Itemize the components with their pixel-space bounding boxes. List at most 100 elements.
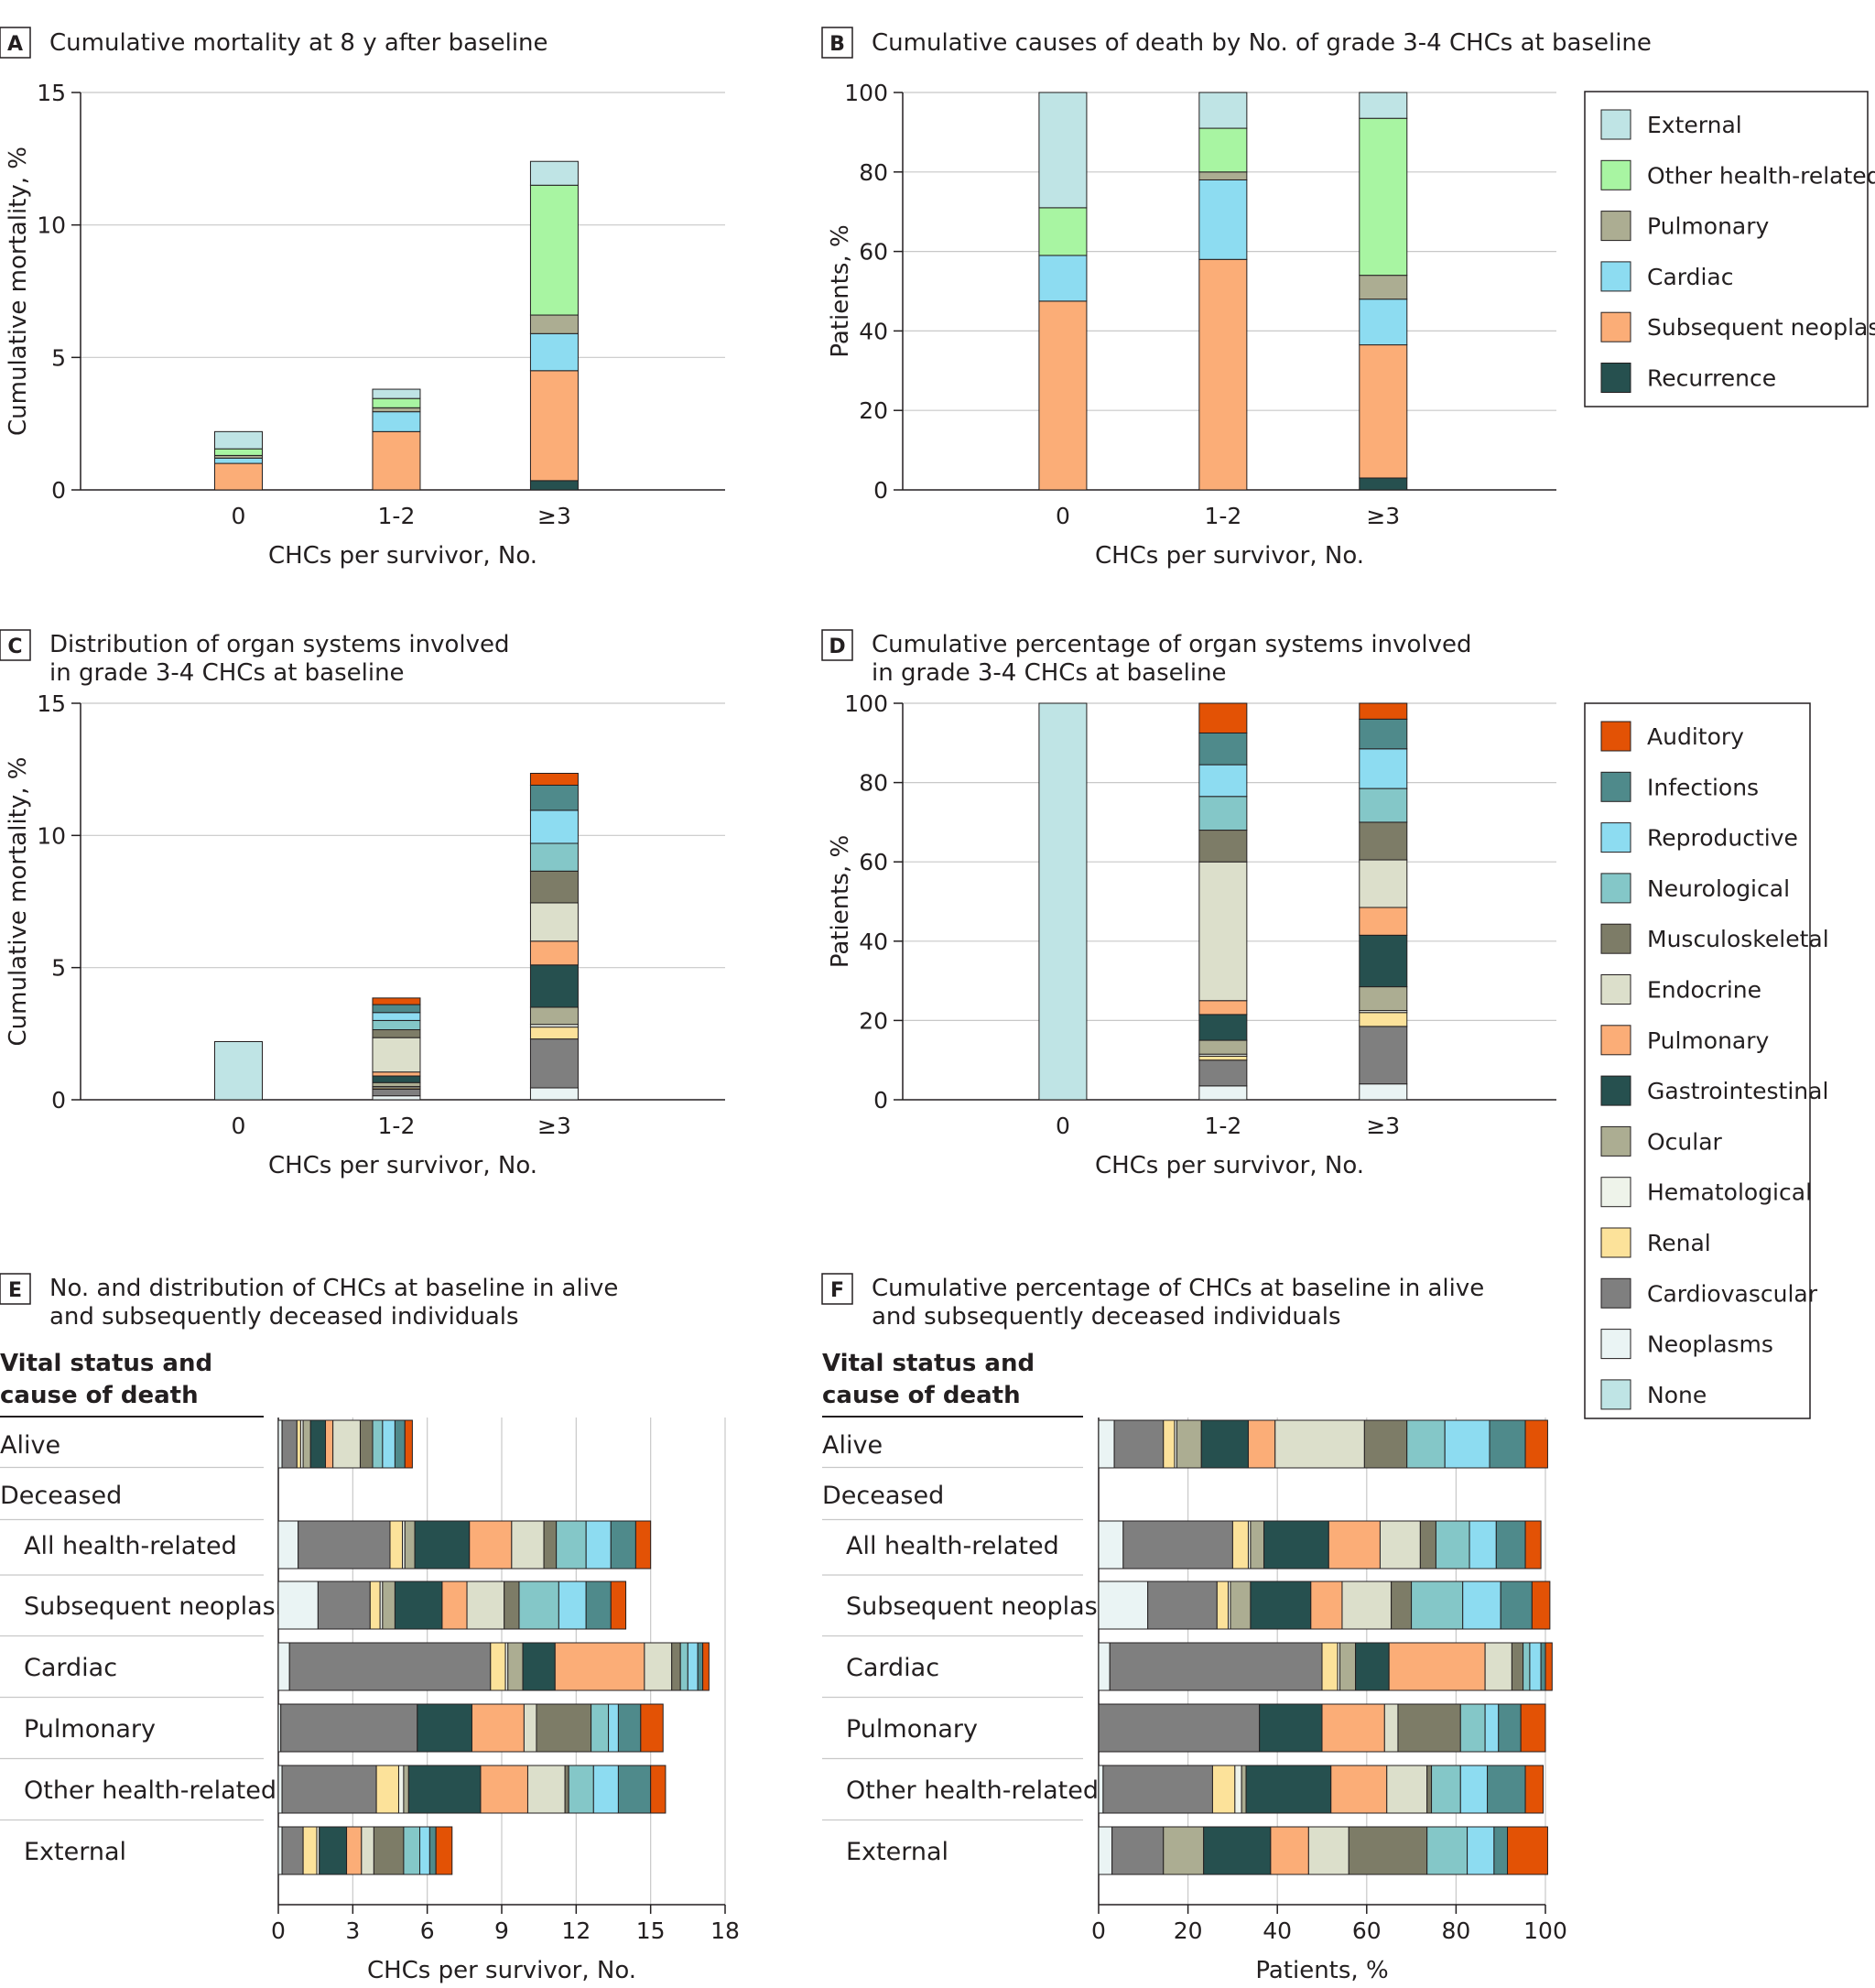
bar-segment-neurological <box>1523 1642 1531 1691</box>
y-tick-label: 0 <box>51 477 66 504</box>
x-tick-label: 18 <box>710 1917 740 1944</box>
bar-segment-neurological <box>1411 1581 1464 1630</box>
bar-segment-musculoskeletal <box>372 1029 421 1038</box>
legend-label: Subsequent neoplasm <box>1647 314 1875 341</box>
bar-segment-auditory <box>640 1703 664 1753</box>
legend-swatch-reproductive <box>1600 822 1631 853</box>
bar-segment-ocular <box>1250 1520 1265 1570</box>
bar-segment-neurological <box>1431 1765 1461 1814</box>
legend-label: Other health-related <box>1647 162 1875 189</box>
bar-segment-recurrence <box>529 480 579 491</box>
bar-segment-renal <box>1216 1581 1230 1630</box>
bar-segment-reproductive <box>529 809 579 844</box>
legend-swatch-external <box>1600 109 1631 140</box>
legend-swatch-auditory <box>1600 721 1631 752</box>
bar-segment-reproductive <box>687 1642 699 1691</box>
bar-segment-cardiovascular <box>1111 1826 1165 1875</box>
x-axis-label: CHCs per survivor, No. <box>1095 542 1364 570</box>
bar-segment-reproductive <box>1198 764 1248 798</box>
x-tick-label: 15 <box>636 1917 666 1944</box>
bar-segment-endocrine <box>1341 1581 1393 1630</box>
legend-label: Cardiovascular <box>1647 1280 1818 1307</box>
y-tick-label: 100 <box>844 80 888 106</box>
bar-segment-cardiovascular <box>1113 1419 1165 1469</box>
bar-segment-reproductive <box>592 1765 619 1814</box>
bar-segment-subsequent-neoplasm <box>1198 258 1248 491</box>
y-tick-label: 10 <box>37 212 66 239</box>
bar-segment-pulmonary <box>1247 1419 1276 1469</box>
legend-swatch-ocular <box>1600 1125 1631 1157</box>
row-label: Subsequent neoplasm <box>24 1592 299 1621</box>
bar-segment-ocular <box>1339 1642 1357 1691</box>
bar-segment-auditory <box>1359 702 1408 720</box>
bar-segment-neurological <box>1406 1419 1446 1469</box>
bar-segment-pulmonary <box>1388 1642 1486 1691</box>
x-axis-label: Patients, % <box>1255 1957 1388 1984</box>
bar-segment-neurological <box>1435 1520 1470 1570</box>
bar-segment-infections <box>428 1826 437 1875</box>
row-label: Pulmonary <box>846 1715 978 1744</box>
panel-b: B Cumulative causes of death by No. of g… <box>821 27 1652 570</box>
bar-segment-ocular <box>1359 986 1408 1012</box>
panel-letter-box <box>0 27 31 59</box>
bar-segment-infections <box>1359 718 1408 750</box>
x-tick-label: 0 <box>271 1917 286 1944</box>
bar-segment-reproductive <box>1459 1765 1489 1814</box>
panel-letter: C <box>7 636 22 658</box>
bar-segment-renal <box>369 1581 381 1630</box>
bar-segment-cardiovascular <box>281 1826 304 1875</box>
bar-segment-pulmonary <box>1321 1703 1385 1753</box>
bar-segment-neurological <box>518 1581 559 1630</box>
bar-segment-neurological <box>591 1703 610 1753</box>
y-tick-label: 100 <box>844 690 888 717</box>
panel-d-title-line2: in grade 3-4 CHCs at baseline <box>872 659 1227 687</box>
bar-segment-renal <box>1321 1642 1339 1691</box>
bar-segment-neoplasms <box>277 1581 319 1630</box>
bar-segment-hematological <box>397 1765 405 1814</box>
row-header-line1: Vital status and <box>822 1350 1035 1377</box>
bar-segment-infections <box>1540 1642 1546 1691</box>
bar-segment-cardiac <box>372 411 421 432</box>
bar-segment-gastrointestinal <box>1263 1520 1329 1570</box>
bar-segment-auditory <box>634 1520 652 1570</box>
bar-segment-auditory <box>610 1581 627 1630</box>
bar-segment-subsequent-neoplasm <box>1038 300 1088 491</box>
row-label: External <box>846 1838 948 1866</box>
bar-segment-pulmonary <box>1359 907 1408 936</box>
legend-swatch-recurrence <box>1600 363 1631 393</box>
bar-segment-gastrointestinal <box>319 1826 348 1875</box>
bar-segment-musculoskeletal <box>1363 1419 1408 1469</box>
bar-segment-reproductive <box>1529 1642 1542 1691</box>
bar-segment-infections <box>394 1419 406 1469</box>
bar-segment-neoplasms <box>1098 1642 1111 1691</box>
bar-segment-neoplasms <box>1098 1765 1104 1814</box>
bar-segment-infections <box>617 1765 652 1814</box>
row-label: Cardiac <box>24 1654 117 1682</box>
bar-segment-none <box>213 1040 263 1101</box>
bar-segment-infections <box>1495 1520 1526 1570</box>
bar-segment-neurological <box>1198 796 1248 831</box>
bar-segment-auditory <box>1544 1642 1553 1691</box>
bar-segment-neoplasms <box>277 1419 283 1469</box>
legend-swatch-gastrointestinal <box>1600 1075 1631 1106</box>
legend-label: Musculoskeletal <box>1647 926 1829 952</box>
y-tick-label: 5 <box>51 344 66 371</box>
bar-segment-neurological <box>1359 788 1408 823</box>
bar-segment-renal <box>1359 1012 1408 1027</box>
x-tick-label: 0 <box>232 503 246 529</box>
x-axis-label: CHCs per survivor, No. <box>268 542 537 570</box>
bar-segment-infections <box>1498 1703 1522 1753</box>
x-tick-label: 1-2 <box>378 503 416 529</box>
x-tick-label: ≥3 <box>1366 503 1400 529</box>
legend-swatch-pulmonary <box>1600 1025 1631 1056</box>
bar-segment-auditory <box>650 1765 667 1814</box>
x-tick-label: 1-2 <box>1204 1113 1241 1139</box>
bar-segment-endocrine <box>1274 1419 1365 1469</box>
panel-a-title: Cumulative mortality at 8 y after baseli… <box>49 29 548 57</box>
bar-segment-musculoskeletal <box>1419 1520 1436 1570</box>
bar-segment-external <box>1198 92 1248 129</box>
bar-segment-cardiac <box>1359 299 1408 346</box>
x-tick-label: 100 <box>1523 1917 1567 1944</box>
bar-segment-musculoskeletal <box>671 1642 681 1691</box>
bar-segment-reproductive <box>372 1012 421 1021</box>
